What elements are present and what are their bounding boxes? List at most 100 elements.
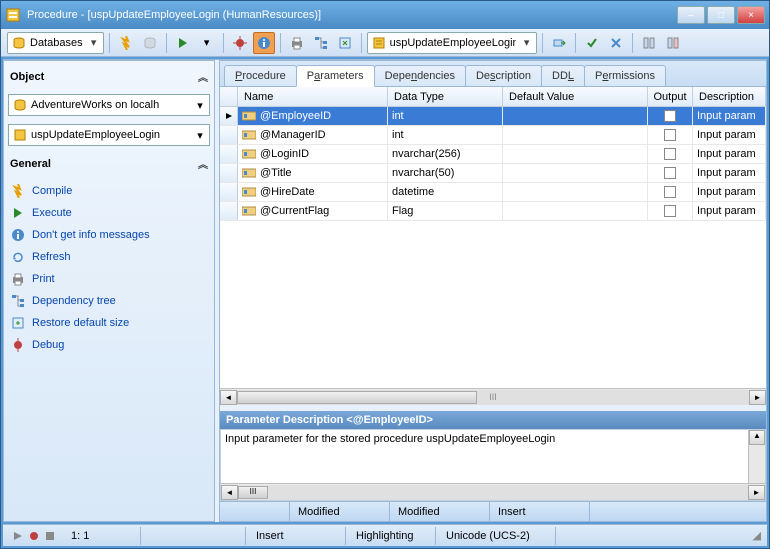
cell-name[interactable]: @Title xyxy=(238,164,388,182)
table-row[interactable]: @CurrentFlagFlag Input param xyxy=(220,202,766,221)
table-row[interactable]: @EmployeeIDint Input param xyxy=(220,107,766,126)
row-header[interactable] xyxy=(220,126,238,144)
tab-parameters[interactable]: Parameters xyxy=(296,65,375,87)
cell-datatype[interactable]: datetime xyxy=(388,183,503,201)
procedure-select[interactable]: uspUpdateEmployeeLogin ▾ xyxy=(8,124,210,146)
general-header[interactable]: General ︽ xyxy=(8,152,210,175)
cell-default[interactable] xyxy=(503,107,648,125)
object-header[interactable]: Object ︽ xyxy=(8,65,210,88)
databases-combo[interactable]: Databases ▾ xyxy=(7,32,104,54)
cell-datatype[interactable]: Flag xyxy=(388,202,503,220)
tab-procedure[interactable]: Procedure xyxy=(224,65,297,86)
cell-output[interactable] xyxy=(648,183,693,201)
cell-default[interactable] xyxy=(503,164,648,182)
print-action[interactable]: Print xyxy=(10,271,208,287)
scroll-thumb[interactable] xyxy=(237,391,477,404)
tab-dependencies[interactable]: Dependencies xyxy=(374,65,466,86)
row-header[interactable] xyxy=(220,202,238,220)
grid-hscroll[interactable]: ◄ III ► xyxy=(220,388,766,405)
col-output[interactable]: Output xyxy=(648,87,693,106)
tree-button[interactable] xyxy=(310,32,332,54)
row-header[interactable] xyxy=(220,107,238,125)
tool2-button[interactable] xyxy=(662,32,684,54)
maximize-button[interactable]: □ xyxy=(707,6,735,24)
cell-datatype[interactable]: int xyxy=(388,126,503,144)
cell-default[interactable] xyxy=(503,202,648,220)
compile-button[interactable] xyxy=(115,32,137,54)
cell-description[interactable]: Input param xyxy=(693,183,766,201)
table-row[interactable]: @Titlenvarchar(50) Input param xyxy=(220,164,766,183)
cell-description[interactable]: Input param xyxy=(693,145,766,163)
checkbox[interactable] xyxy=(664,110,676,122)
db-button[interactable] xyxy=(139,32,161,54)
checkbox[interactable] xyxy=(664,205,676,217)
database-select[interactable]: AdventureWorks on localh ▾ xyxy=(8,94,210,116)
cell-output[interactable] xyxy=(648,164,693,182)
scroll-track[interactable]: III xyxy=(237,390,749,405)
scroll-right-button[interactable]: ► xyxy=(748,485,765,500)
tab-ddl[interactable]: DDL xyxy=(541,65,585,86)
cell-default[interactable] xyxy=(503,145,648,163)
cell-name[interactable]: @CurrentFlag xyxy=(238,202,388,220)
procedure-combo[interactable]: uspUpdateEmployeeLogin ▾ xyxy=(367,32,537,54)
cell-output[interactable] xyxy=(648,202,693,220)
row-header[interactable] xyxy=(220,145,238,163)
cell-name[interactable]: @EmployeeID xyxy=(238,107,388,125)
compile-action[interactable]: Compile xyxy=(10,183,208,199)
scroll-track[interactable] xyxy=(268,485,748,500)
tab-permissions[interactable]: Permissions xyxy=(584,65,666,86)
info-button[interactable] xyxy=(253,32,275,54)
cell-default[interactable] xyxy=(503,183,648,201)
noinfo-action[interactable]: Don't get info messages xyxy=(10,227,208,243)
table-row[interactable]: @LoginIDnvarchar(256)Input param xyxy=(220,145,766,164)
go-button[interactable] xyxy=(548,32,570,54)
restore-button[interactable] xyxy=(334,32,356,54)
checkbox[interactable] xyxy=(664,148,676,160)
cell-datatype[interactable]: int xyxy=(388,107,503,125)
checkbox[interactable] xyxy=(664,186,676,198)
restore-action[interactable]: Restore default size xyxy=(10,315,208,331)
row-header[interactable] xyxy=(220,183,238,201)
param-desc-body[interactable]: Input parameter for the stored procedure… xyxy=(220,429,766,501)
scroll-left-button[interactable]: ◄ xyxy=(220,390,237,405)
checkbox[interactable] xyxy=(664,167,676,179)
cell-output[interactable] xyxy=(648,126,693,144)
cell-datatype[interactable]: nvarchar(50) xyxy=(388,164,503,182)
cell-default[interactable] xyxy=(503,126,648,144)
cell-name[interactable]: @ManagerID xyxy=(238,126,388,144)
table-row[interactable]: @ManagerIDint Input param xyxy=(220,126,766,145)
cell-description[interactable]: Input param xyxy=(693,107,766,125)
cell-description[interactable]: Input param xyxy=(693,164,766,182)
resize-grip-icon[interactable]: ◢ xyxy=(753,529,761,542)
refresh-action[interactable]: Refresh xyxy=(10,249,208,265)
execute-button[interactable] xyxy=(172,32,194,54)
table-row[interactable]: @HireDatedatetime Input param xyxy=(220,183,766,202)
cell-name[interactable]: @HireDate xyxy=(238,183,388,201)
minimize-button[interactable]: – xyxy=(677,6,705,24)
debug-button[interactable] xyxy=(229,32,251,54)
print-button[interactable] xyxy=(286,32,308,54)
desc-hscroll[interactable]: ◄ III ► xyxy=(221,483,765,500)
scroll-left-button[interactable]: ◄ xyxy=(221,485,238,500)
grid-body[interactable]: @EmployeeIDint Input param @ManagerIDint In… xyxy=(220,107,766,388)
debug-action[interactable]: Debug xyxy=(10,337,208,353)
cell-description[interactable]: Input param xyxy=(693,126,766,144)
tab-description[interactable]: Description xyxy=(465,65,542,86)
col-name[interactable]: Name xyxy=(238,87,388,106)
cell-output[interactable] xyxy=(648,107,693,125)
desc-vscroll[interactable]: ▲ xyxy=(748,430,765,483)
col-datatype[interactable]: Data Type xyxy=(388,87,503,106)
cell-description[interactable]: Input param xyxy=(693,202,766,220)
tool1-button[interactable] xyxy=(638,32,660,54)
cancel-button[interactable] xyxy=(605,32,627,54)
scroll-right-button[interactable]: ► xyxy=(749,390,766,405)
cell-name[interactable]: @LoginID xyxy=(238,145,388,163)
execute-action[interactable]: Execute xyxy=(10,205,208,221)
row-header[interactable] xyxy=(220,164,238,182)
play-icon[interactable] xyxy=(13,531,23,541)
record-icon[interactable] xyxy=(29,531,39,541)
stop-icon[interactable] xyxy=(45,531,55,541)
col-default[interactable]: Default Value xyxy=(503,87,648,106)
cell-output[interactable] xyxy=(648,145,693,163)
scroll-thumb[interactable]: III xyxy=(238,486,268,499)
